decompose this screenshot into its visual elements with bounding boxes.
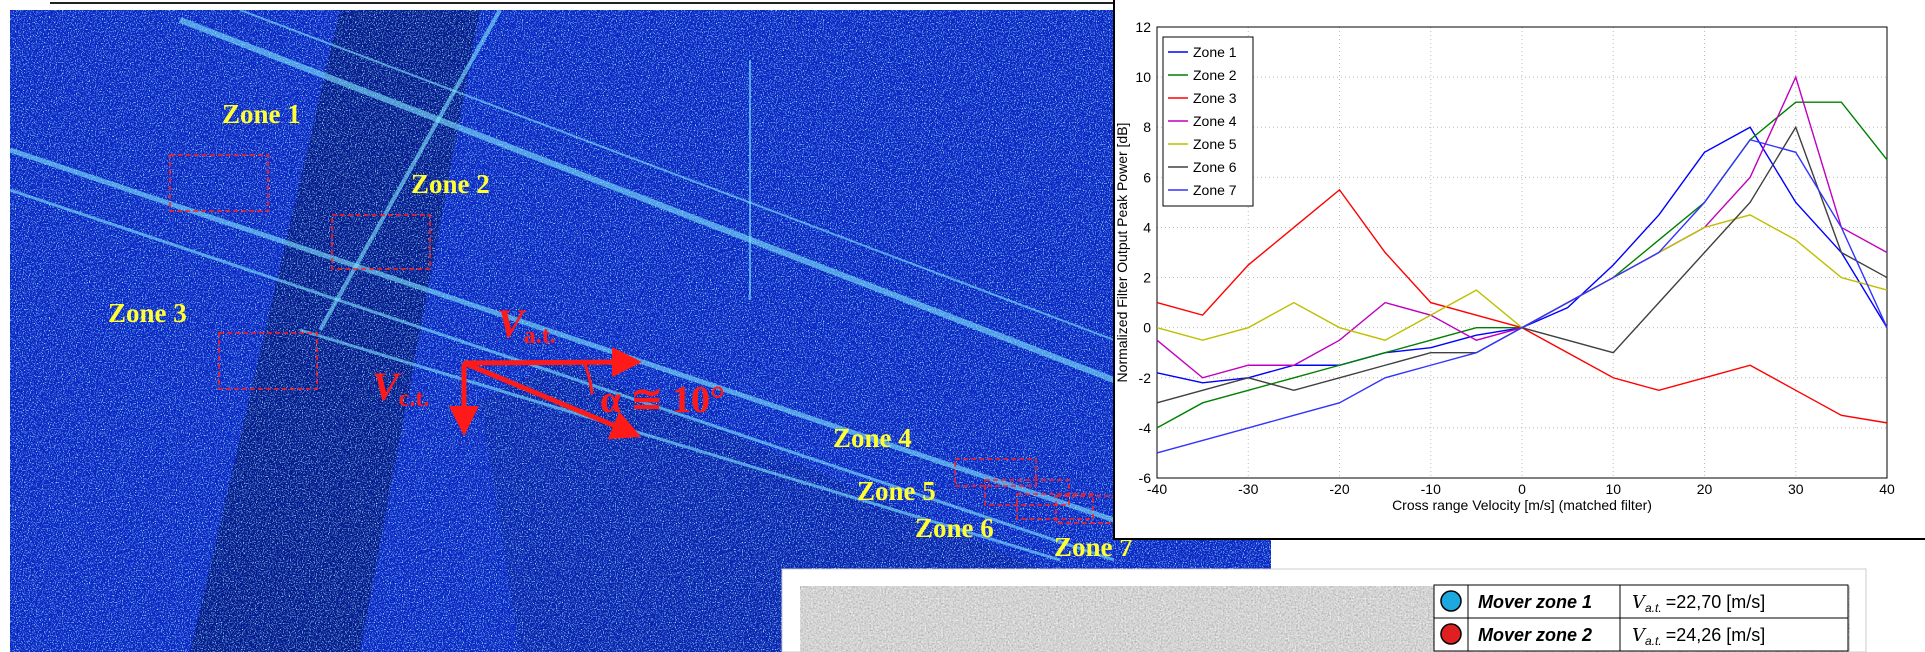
value: =24,26 [m/s]: [1666, 625, 1766, 645]
y-tick-label: -4: [1139, 420, 1152, 436]
legend-label: Zone 1: [1193, 44, 1237, 60]
subscript: a.t.: [1645, 634, 1662, 648]
x-tick-label: -30: [1238, 481, 1258, 497]
zone-label: Zone 1: [222, 99, 301, 129]
x-tick-label: -40: [1147, 481, 1167, 497]
x-tick-label: 30: [1788, 481, 1804, 497]
zone-label: Zone 5: [857, 476, 936, 506]
symbol: V: [372, 364, 402, 409]
zone-label: Zone 4: [833, 423, 912, 453]
mover-dot: [1441, 624, 1461, 644]
zone-label: Zone 6: [915, 513, 994, 543]
y-tick-label: 0: [1143, 320, 1151, 336]
mover-name: Mover zone 1: [1478, 592, 1592, 612]
y-tick-label: -2: [1139, 370, 1152, 386]
subscript: a.t.: [1645, 601, 1662, 615]
mover-name: Mover zone 2: [1478, 625, 1592, 645]
legend-label: Zone 7: [1193, 182, 1237, 198]
x-axis-label: Cross range Velocity [m/s] (matched filt…: [1392, 497, 1652, 513]
zone-label: Zone 3: [108, 298, 187, 328]
symbol: V: [497, 301, 527, 346]
subscript: a.t.: [524, 323, 556, 349]
x-tick-label: -20: [1329, 481, 1349, 497]
subscript: c.t.: [399, 386, 430, 412]
mover-dot: [1441, 591, 1461, 611]
y-tick-label: 6: [1143, 169, 1151, 185]
y-axis-label: Normalized Filter Output Peak Power [dB]: [1114, 123, 1130, 383]
legend-label: Zone 3: [1193, 90, 1237, 106]
value: =22,70 [m/s]: [1666, 592, 1766, 612]
y-tick-label: 2: [1143, 270, 1151, 286]
x-tick-label: 40: [1879, 481, 1895, 497]
legend-label: Zone 6: [1193, 159, 1237, 175]
angle-label: α ≅ 10°: [600, 379, 725, 421]
legend-label: Zone 5: [1193, 136, 1237, 152]
x-tick-label: 20: [1697, 481, 1713, 497]
zone-label: Zone 2: [411, 169, 490, 199]
x-tick-label: -10: [1421, 481, 1441, 497]
x-tick-label: 10: [1605, 481, 1621, 497]
screen: Zone 1 Zone 2 Zone 3 Zone 4 Zone 5 Zone 6 Zone…: [0, 0, 1925, 652]
y-tick-label: 12: [1135, 19, 1151, 35]
legend-label: Zone 2: [1193, 67, 1237, 83]
y-tick-label: 4: [1143, 219, 1151, 235]
x-tick-label: 0: [1518, 481, 1526, 497]
legend-label: Zone 4: [1193, 113, 1237, 129]
y-tick-label: 8: [1143, 119, 1151, 135]
y-tick-label: 10: [1135, 69, 1151, 85]
